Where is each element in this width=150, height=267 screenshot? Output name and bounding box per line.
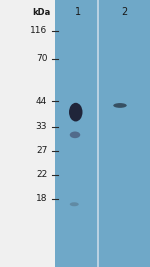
Ellipse shape [70,202,79,206]
Ellipse shape [113,103,127,108]
Text: 33: 33 [36,122,47,131]
Bar [55,0,150,267]
Text: 22: 22 [36,170,47,179]
Text: 116: 116 [30,26,47,35]
Text: 44: 44 [36,97,47,106]
Text: kDa: kDa [32,7,50,17]
Text: 27: 27 [36,146,47,155]
Text: 1: 1 [75,7,81,17]
Ellipse shape [69,103,82,121]
Ellipse shape [70,132,80,138]
Text: 18: 18 [36,194,47,203]
Text: 70: 70 [36,54,47,63]
Bar [0,0,55,267]
Text: 2: 2 [121,7,128,17]
